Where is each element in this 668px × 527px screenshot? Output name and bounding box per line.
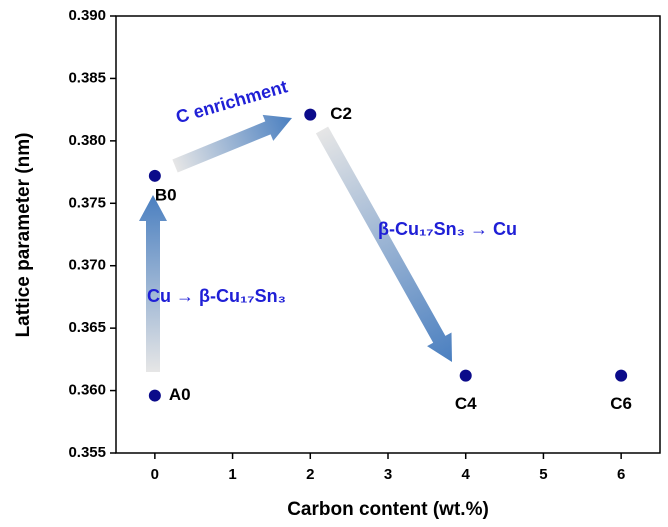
data-point (615, 369, 628, 382)
x-tick-label: 1 (228, 466, 236, 483)
x-tick-label: 4 (462, 466, 471, 483)
x-tick-label: 3 (384, 466, 392, 483)
data-point (459, 369, 472, 382)
y-tick-label: 0.380 (68, 132, 106, 149)
point-label: C4 (455, 394, 477, 413)
x-axis-title: Carbon content (wt.%) (287, 499, 489, 520)
x-tick-label: 0 (151, 466, 159, 483)
point-label: C2 (330, 104, 352, 123)
y-axis-title: Lattice parameter (nm) (13, 133, 34, 338)
y-tick-label: 0.355 (68, 444, 106, 461)
data-point (148, 389, 161, 402)
annotation: Cu → β-Cu₁₇Sn₃ (147, 286, 286, 306)
y-tick-label: 0.360 (68, 382, 106, 399)
y-tick-label: 0.365 (68, 319, 106, 336)
x-tick-label: 2 (306, 466, 314, 483)
annotation: β-Cu₁₇Sn₃ → Cu (378, 219, 517, 239)
x-tick-label: 5 (539, 466, 547, 483)
point-label: B0 (155, 185, 177, 204)
y-tick-label: 0.390 (68, 7, 106, 24)
arrow (315, 126, 452, 362)
point-label: C6 (610, 394, 632, 413)
arrow (139, 195, 167, 372)
arrow (172, 114, 292, 173)
point-label: A0 (169, 385, 191, 404)
y-tick-label: 0.370 (68, 257, 106, 274)
y-tick-label: 0.385 (68, 69, 106, 86)
x-tick-label: 6 (617, 466, 625, 483)
data-point (304, 108, 317, 121)
data-point (148, 169, 161, 182)
y-tick-label: 0.375 (68, 194, 106, 211)
